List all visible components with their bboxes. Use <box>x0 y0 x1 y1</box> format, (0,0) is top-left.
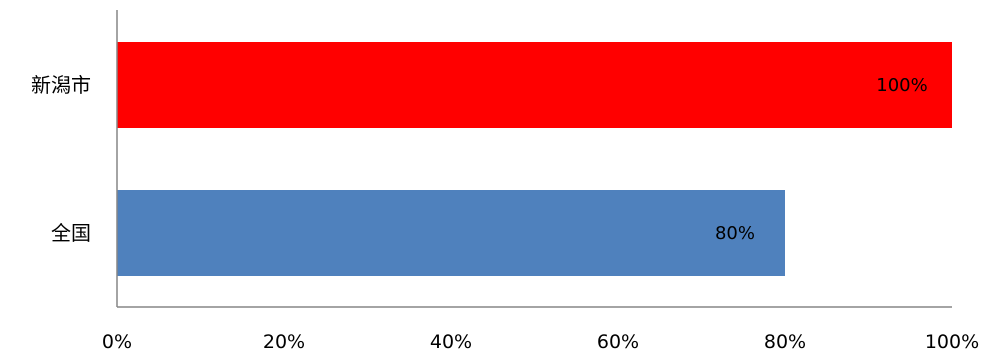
x-tick-label-0: 0% <box>102 331 132 353</box>
x-tick-label-1: 20% <box>263 331 305 353</box>
labels-group: 100% 新潟市 80% 全国 0% 20% 40% 60% 80% 100% <box>31 73 979 353</box>
x-tick-label-4: 80% <box>764 331 806 353</box>
x-tick-label-5: 100% <box>925 331 979 353</box>
category-label-2: 全国 <box>51 221 91 245</box>
x-tick-label-3: 60% <box>597 331 639 353</box>
bars-group <box>117 42 952 276</box>
category-label-1: 新潟市 <box>31 73 91 97</box>
data-label-2: 80% <box>715 223 755 244</box>
data-label-1: 100% <box>876 75 927 96</box>
bar-2 <box>117 190 785 276</box>
axes-group <box>116 10 952 308</box>
bar-1 <box>117 42 952 128</box>
x-tick-label-2: 40% <box>430 331 472 353</box>
